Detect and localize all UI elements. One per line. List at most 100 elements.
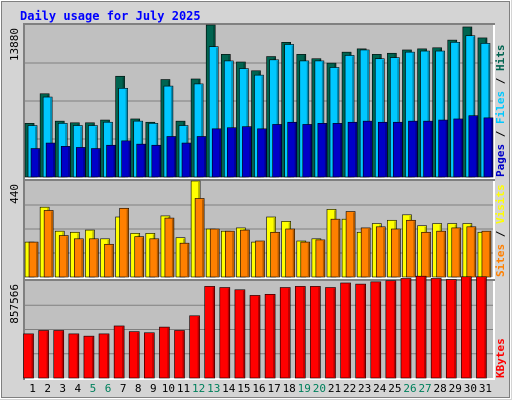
kbytes-bar (355, 283, 366, 379)
sites-bar (164, 217, 175, 278)
kbytes-bar (461, 276, 472, 379)
pages-bar (438, 119, 448, 178)
kbytes-bar (234, 289, 246, 379)
day-label: 27 (418, 382, 431, 395)
sites-bar (255, 240, 265, 278)
day-label: 25 (388, 382, 401, 395)
sites-bar-shade (66, 236, 68, 277)
kbytes-bar-shade (137, 332, 139, 378)
sites-bar-shade (262, 242, 264, 277)
sites-bar-shade (353, 212, 355, 277)
pages-bar-shade (173, 137, 176, 177)
sites-bar-shade (307, 243, 310, 277)
day-label: 24 (373, 382, 387, 395)
day-label: 8 (135, 382, 142, 395)
files-bar-shade (125, 89, 128, 177)
pages-bar-shade (143, 145, 146, 177)
kbytes-bar (144, 332, 155, 379)
pages-bar (166, 136, 177, 178)
legend: KBytes (494, 338, 507, 378)
files-bar-shade (397, 58, 399, 178)
legend-sep1: / (494, 124, 507, 144)
day-label: 16 (252, 382, 265, 395)
day-label: 3 (59, 382, 66, 395)
pages-bar (45, 142, 56, 178)
files-bar-shade (382, 59, 384, 177)
pages-bar-shade (430, 122, 433, 177)
kbytes-bar-shade (273, 295, 275, 378)
pages-bar-shade (400, 123, 402, 177)
sites-bar (270, 231, 280, 278)
day-label: 22 (343, 382, 356, 395)
pages-bar (60, 146, 71, 178)
files-bar-shade (336, 68, 339, 177)
day-label: 15 (237, 382, 250, 395)
legend-pages: Pages (494, 144, 507, 177)
files-bar-shade (457, 43, 460, 177)
sites-bar (119, 207, 129, 278)
sites-bar-shade (383, 227, 385, 277)
kbytes-bar (98, 333, 110, 379)
pages-bar (332, 123, 343, 178)
legend-kbytes: KBytes (494, 338, 507, 378)
hits-files-pages-panel: 13880 Pages / Files / Hits (8, 23, 507, 179)
sites-bar (58, 235, 69, 278)
kbytes-bar (264, 293, 276, 379)
sites-bar (225, 230, 235, 278)
pages-bar-shade (324, 124, 327, 177)
sites-bar-shade (458, 228, 461, 277)
sites-bar-shade (473, 227, 476, 277)
day-label: 5 (90, 382, 97, 395)
pages-bar-shade (460, 119, 463, 177)
pages-bar-shade (355, 123, 357, 177)
sites-bar-shade (51, 211, 53, 277)
sites-bar (179, 242, 190, 278)
pages-bar (257, 128, 267, 178)
kbytes-bar-shade (408, 279, 411, 378)
kbytes-bar-shade (167, 328, 169, 378)
pages-bar-shade (445, 121, 448, 177)
pages-bar (483, 117, 494, 178)
kbytes-bar-shade (348, 283, 351, 378)
pages-bar-shade (113, 146, 116, 177)
pages-bar (347, 121, 358, 178)
kbytes-bar-shade (46, 331, 49, 378)
pages-bar-shade (339, 124, 342, 177)
kbytes-bar (23, 333, 34, 379)
pages-bar (423, 120, 433, 178)
kbytes-bar-shade (212, 287, 215, 378)
sites-bar-shade (202, 199, 204, 277)
pages-bar (272, 124, 282, 178)
day-label: 12 (192, 382, 205, 395)
sites-bar-shade (443, 232, 446, 277)
legend-hits: Hits (494, 45, 507, 72)
kbytes-bar-shade (61, 331, 64, 378)
kbytes-bar-shade (424, 277, 426, 378)
kbytes-bar-shade (303, 287, 305, 378)
day-label: 26 (403, 382, 416, 395)
sites-bar (375, 226, 386, 278)
pages-bar-shade (189, 144, 191, 177)
files-bar-shade (216, 47, 218, 177)
pages-bar (30, 148, 41, 178)
kbytes-bar-shade (484, 277, 486, 378)
sites-bar-shade (322, 240, 325, 277)
kbytes-bar (159, 326, 170, 379)
day-label: 14 (222, 382, 236, 395)
legend-sep2: / (494, 71, 507, 91)
sites-bar-shade (337, 220, 340, 277)
y-max-label: 440 (8, 184, 21, 204)
sites-bar-shade (111, 245, 114, 277)
legend-visits: Visits (494, 184, 507, 224)
sites-bar (43, 210, 54, 278)
pages-bar-shade (234, 128, 236, 177)
sites-bar-shade (413, 221, 415, 277)
sites-bar-shade (217, 230, 219, 277)
sites-bar (89, 238, 99, 278)
files-bar-shade (201, 84, 203, 177)
pages-bar-shade (68, 147, 70, 177)
pages-bar-shade (219, 129, 221, 177)
files-bar-shade (442, 52, 445, 177)
kbytes-bar (53, 330, 65, 379)
